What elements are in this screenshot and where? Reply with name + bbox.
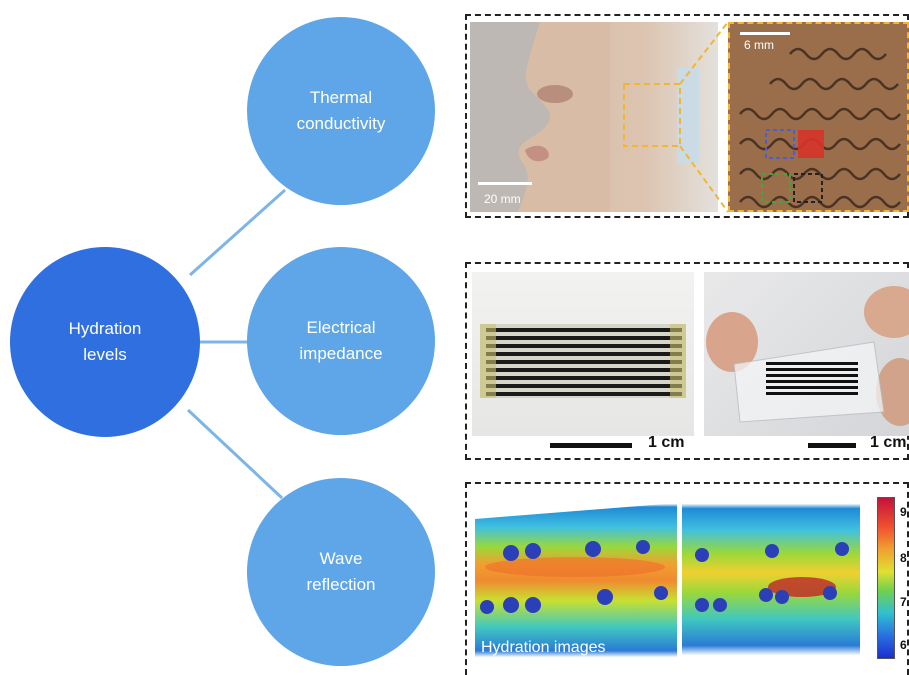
connector-wave (186, 408, 284, 500)
panel-wave (465, 482, 909, 675)
node-label-electrical: Electrical impedance (299, 318, 383, 363)
node-electrical-impedance: Electrical impedance (247, 247, 435, 435)
face-photo: 20 mm (470, 22, 718, 212)
colorbar-tick-7: 7 (900, 595, 907, 609)
face-profile (470, 22, 699, 212)
colorbar (877, 497, 895, 659)
colorbar-tick-9: 9 (900, 505, 907, 519)
electrode-on-finger (706, 286, 909, 426)
electrode-photo-right (704, 272, 909, 436)
colorbar-tick-6: 6 (900, 638, 907, 652)
scale-label-left: 1 cm (648, 434, 685, 451)
sensor-array-pattern (739, 32, 901, 209)
node-label-thermal: Thermal conductivity (296, 88, 386, 133)
hydration-image-left: Hydration images (475, 497, 677, 664)
colorbar-tick-8: 8 (900, 551, 907, 565)
scale-label-right: 1 cm (870, 434, 907, 451)
hydration-image-right (682, 497, 860, 662)
zoom-photo: 6 mm (728, 22, 909, 212)
hub-label: Hydration levels (68, 319, 142, 364)
node-wave-reflection: Wave reflection (247, 478, 435, 666)
node-label-wave: Wave reflection (306, 549, 376, 594)
hydration-images-caption: Hydration images (481, 639, 606, 656)
scale-label-zoom: 6 mm (744, 38, 774, 52)
hydration-map-right (695, 542, 849, 612)
electrode-stripes-left (480, 324, 686, 398)
scale-bar-left (550, 443, 632, 448)
scale-label-face: 20 mm (484, 192, 521, 206)
node-thermal-conductivity: Thermal conductivity (247, 17, 435, 205)
hydration-map-left (475, 497, 677, 614)
connector-thermal (188, 188, 287, 277)
electrode-photo-left (472, 272, 694, 436)
hub-circle-hydration-levels: Hydration levels (10, 247, 200, 437)
scale-bar-right (808, 443, 856, 448)
